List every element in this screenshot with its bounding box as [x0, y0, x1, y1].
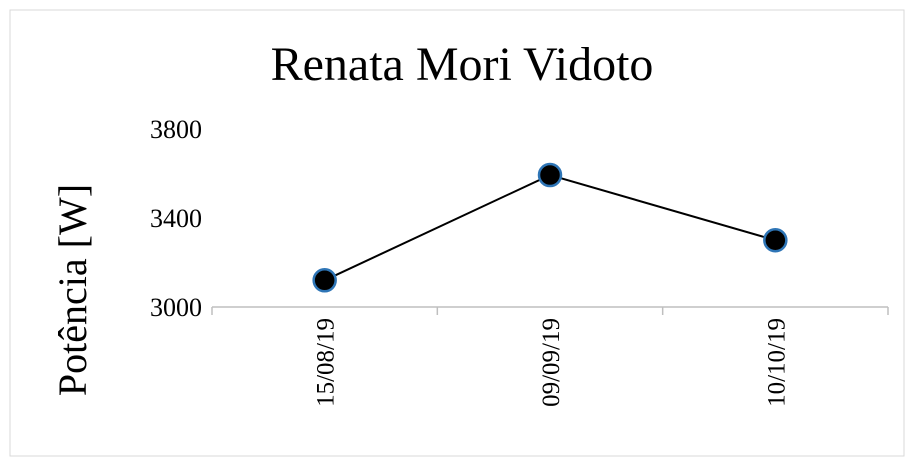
x-tick-label: 15/08/19 — [313, 318, 340, 407]
marker — [312, 268, 337, 293]
x-tick-label: 09/09/19 — [538, 318, 565, 407]
y-tick-label: 3400 — [150, 204, 202, 233]
x-tick-label: 10/10/19 — [763, 318, 790, 407]
chart-frame — [9, 9, 905, 457]
marker — [763, 228, 788, 253]
y-axis-label: Potência [W] — [50, 184, 95, 396]
y-tick-label: 3800 — [150, 115, 202, 144]
marker — [537, 162, 563, 188]
chart-title: Renata Mori Vidoto — [271, 38, 654, 91]
y-tick-label: 3000 — [150, 293, 202, 322]
